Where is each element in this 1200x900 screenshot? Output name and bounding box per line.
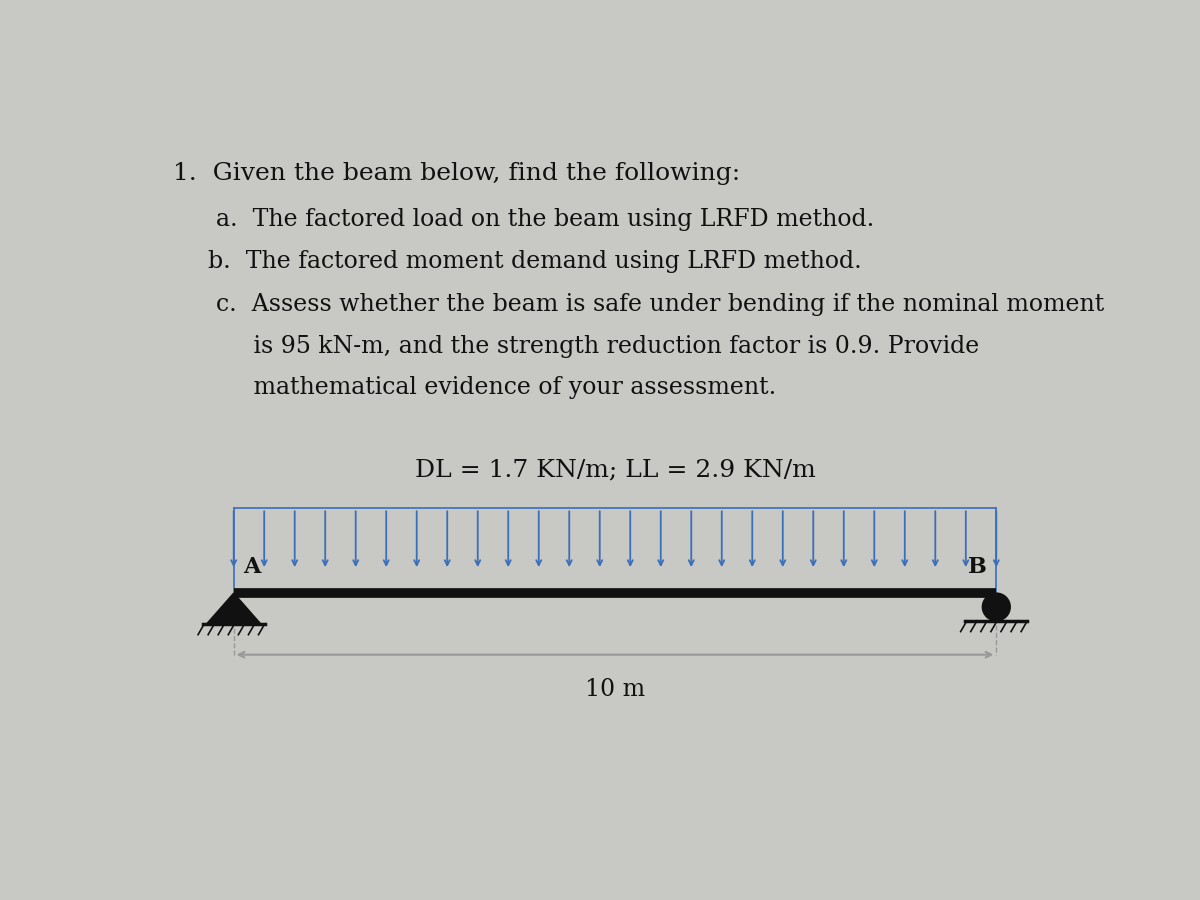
Text: is 95 kN-m, and the strength reduction factor is 0.9. Provide: is 95 kN-m, and the strength reduction f… <box>216 335 979 358</box>
Text: A: A <box>242 555 260 578</box>
Text: DL = 1.7 KN/m; LL = 2.9 KN/m: DL = 1.7 KN/m; LL = 2.9 KN/m <box>415 458 815 482</box>
Text: mathematical evidence of your assessment.: mathematical evidence of your assessment… <box>216 376 776 399</box>
Polygon shape <box>206 593 260 624</box>
Text: c.  Assess whether the beam is safe under bending if the nominal moment: c. Assess whether the beam is safe under… <box>216 292 1104 316</box>
Text: 1.  Given the beam below, find the following:: 1. Given the beam below, find the follow… <box>173 162 740 184</box>
Text: B: B <box>968 555 986 578</box>
Text: a.  The factored load on the beam using LRFD method.: a. The factored load on the beam using L… <box>216 208 874 231</box>
Text: 10 m: 10 m <box>584 678 646 701</box>
Text: b.  The factored moment demand using LRFD method.: b. The factored moment demand using LRFD… <box>208 250 862 274</box>
Circle shape <box>983 593 1010 621</box>
